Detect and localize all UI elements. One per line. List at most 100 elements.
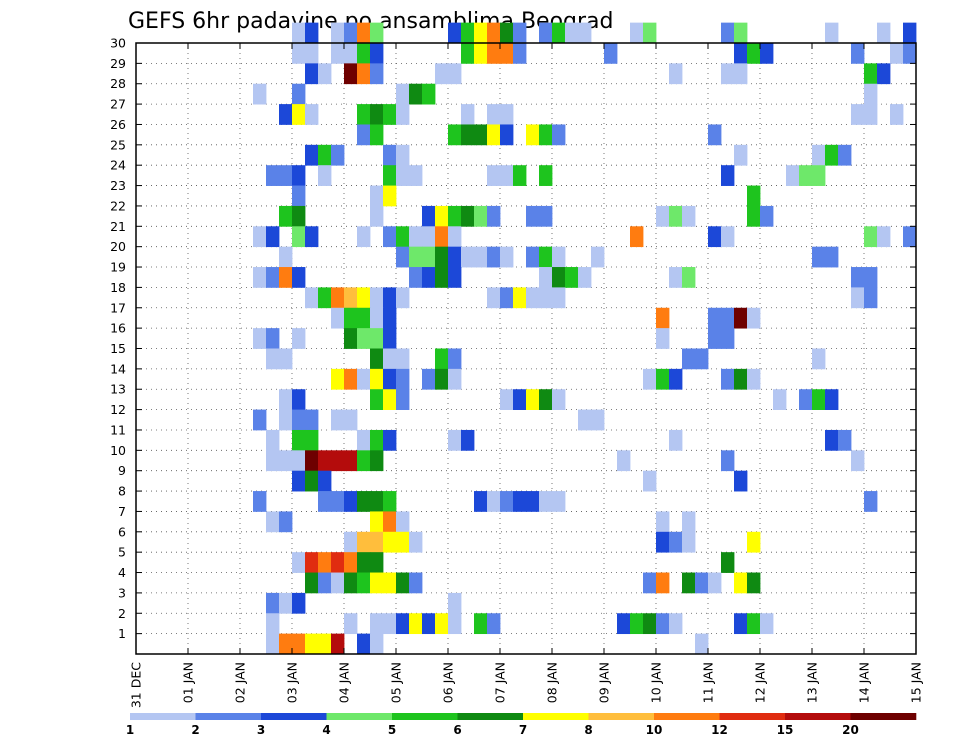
heatmap-cell <box>721 63 735 85</box>
heatmap-cell <box>396 613 410 635</box>
y-tick-label: 21 <box>110 219 126 234</box>
heatmap-cell <box>838 429 852 451</box>
heatmap-cell <box>552 246 566 268</box>
heatmap-cell <box>344 450 358 472</box>
heatmap-cell <box>357 491 371 512</box>
heatmap-cell <box>630 226 644 248</box>
heatmap-cell <box>266 165 280 186</box>
heatmap-cell <box>487 124 501 146</box>
heatmap-cell <box>877 22 891 44</box>
heatmap-cell <box>344 572 358 594</box>
colorbar-swatch <box>130 713 196 720</box>
heatmap-cell <box>500 389 514 410</box>
heatmap-cell <box>253 409 267 431</box>
heatmap-cell <box>682 511 696 533</box>
heatmap-cell <box>370 205 384 227</box>
heatmap-cell <box>435 348 449 370</box>
heatmap-cell <box>292 389 306 410</box>
y-tick-label: 28 <box>110 76 126 91</box>
heatmap-cell <box>292 165 306 186</box>
heatmap-cell <box>344 63 358 85</box>
heatmap-cell <box>318 287 332 309</box>
heatmap-cell <box>656 328 670 349</box>
heatmap-cell <box>617 450 631 472</box>
heatmap-cell <box>643 368 657 390</box>
heatmap-cell <box>279 633 293 655</box>
heatmap-cell <box>669 613 683 635</box>
heatmap-cell <box>461 22 475 44</box>
heatmap-cell <box>279 511 293 533</box>
heatmap-cell <box>331 287 345 309</box>
heatmap-cell <box>357 287 371 309</box>
heatmap-cell <box>409 83 423 105</box>
heatmap-cell <box>474 124 488 146</box>
colorbar-swatch <box>850 713 917 720</box>
heatmap-cell <box>448 63 462 85</box>
heatmap-cell <box>513 165 527 186</box>
y-tick-label: 30 <box>110 36 126 51</box>
x-tick-label: 06 JAN <box>441 662 456 703</box>
y-tick-label: 2 <box>118 606 126 621</box>
heatmap-cell <box>370 572 384 594</box>
heatmap-cell <box>656 572 670 594</box>
heatmap-cell <box>396 572 410 594</box>
heatmap-cell <box>799 389 813 410</box>
x-tick-label: 14 JAN <box>857 662 872 703</box>
heatmap-cell <box>279 205 293 227</box>
heatmap-cell <box>539 389 553 410</box>
heatmap-cell <box>656 205 670 227</box>
heatmap-cells <box>253 22 917 655</box>
heatmap-cell <box>487 43 501 64</box>
heatmap-cell <box>708 328 722 349</box>
y-tick-label: 5 <box>118 545 126 560</box>
colorbar-tick-label: 2 <box>191 723 199 737</box>
heatmap-cell <box>292 83 306 105</box>
heatmap-cell <box>747 613 761 635</box>
heatmap-cell <box>266 613 280 635</box>
heatmap-cell <box>500 22 514 44</box>
heatmap-cell <box>370 185 384 207</box>
heatmap-cell <box>422 246 436 268</box>
heatmap-cell <box>435 246 449 268</box>
heatmap-cell <box>669 531 683 553</box>
heatmap-cell <box>461 104 475 125</box>
heatmap-cell <box>539 287 553 309</box>
heatmap-cell <box>305 226 319 248</box>
heatmap-cell <box>266 348 280 370</box>
colorbar-tick-label: 15 <box>777 723 794 737</box>
heatmap-cell <box>292 592 306 614</box>
heatmap-cell <box>448 368 462 390</box>
heatmap-cell <box>383 307 397 329</box>
heatmap-cell <box>253 491 267 512</box>
y-tick-label: 12 <box>110 402 126 417</box>
heatmap-cell <box>448 592 462 614</box>
heatmap-cell <box>669 63 683 85</box>
heatmap-cell <box>383 185 397 207</box>
heatmap-cell <box>370 511 384 533</box>
heatmap-cell <box>331 22 345 44</box>
heatmap-cell <box>708 572 722 594</box>
heatmap-cell <box>331 368 345 390</box>
heatmap-cell <box>539 267 553 288</box>
x-tick-label: 10 JAN <box>649 662 664 703</box>
heatmap-cell <box>370 104 384 125</box>
heatmap-cell <box>396 389 410 410</box>
heatmap-cell <box>292 43 306 64</box>
colorbar-swatch <box>654 713 720 720</box>
heatmap-cell <box>318 572 332 594</box>
y-tick-label: 7 <box>118 504 126 519</box>
heatmap-cell <box>292 429 306 451</box>
heatmap-cell <box>370 307 384 329</box>
heatmap-cell <box>461 205 475 227</box>
heatmap-cell <box>903 226 917 248</box>
heatmap-cell <box>396 165 410 186</box>
heatmap-cell <box>331 552 345 573</box>
heatmap-cell <box>721 307 735 329</box>
heatmap-cell <box>760 205 774 227</box>
heatmap-cell <box>578 267 592 288</box>
heatmap-cell <box>500 124 514 146</box>
x-tick-label: 07 JAN <box>493 662 508 703</box>
heatmap-cell <box>305 22 319 44</box>
heatmap-cell <box>448 22 462 44</box>
heatmap-cell <box>474 613 488 635</box>
